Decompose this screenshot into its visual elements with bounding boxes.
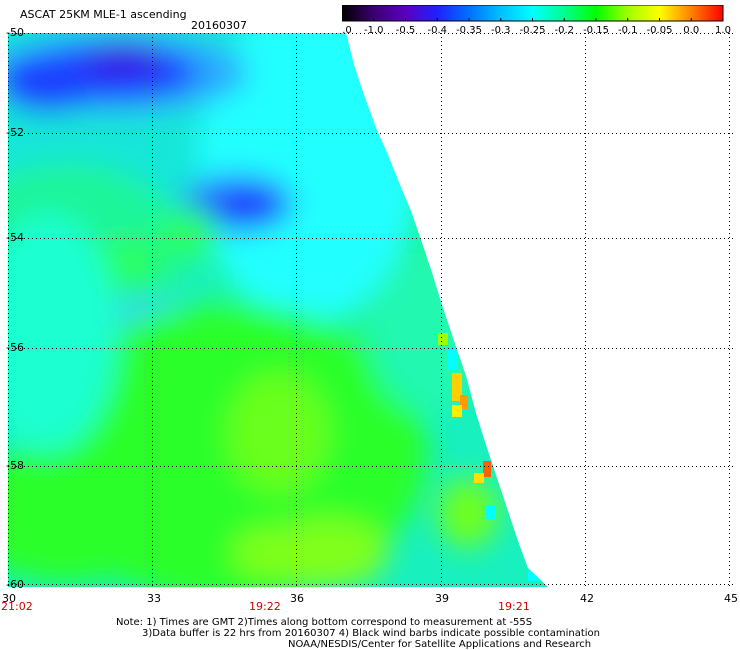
- colorbar-tick-label: -0.25: [520, 25, 546, 35]
- note-line-1: Note: 1) Times are GMT 2)Times along bot…: [116, 617, 533, 628]
- note-line-2: 3)Data buffer is 22 hrs from 20160307 4)…: [142, 628, 600, 639]
- x-tick-label: 45: [724, 592, 738, 605]
- y-tick-label: -54: [6, 231, 24, 244]
- colorbar-tick-label: -3.0: [342, 25, 352, 35]
- plot-date: 20160307: [191, 19, 247, 32]
- colorbar-tick-label: -0.2: [554, 25, 574, 35]
- x-tick-label: 42: [580, 592, 594, 605]
- colorbar-tick-label: -0.1: [618, 25, 638, 35]
- time-label-right: 19:21: [498, 600, 530, 613]
- x-tick-label: 36: [290, 592, 304, 605]
- colorbar-tick-label: -0.15: [583, 25, 609, 35]
- y-tick-label: -56: [6, 341, 24, 354]
- colorbar-tick-label: -1.0: [364, 25, 384, 35]
- colorbar-tick-label: -0.3: [491, 25, 511, 35]
- swath-field: [8, 33, 548, 587]
- colorbar-tick-label: -0.05: [647, 25, 673, 35]
- time-label-mid: 19:22: [249, 600, 281, 613]
- y-tick-label: -50: [6, 26, 24, 39]
- y-tick-label: -52: [6, 126, 24, 139]
- note-line-3: NOAA/NESDIS/Center for Satellite Applica…: [288, 639, 592, 650]
- y-tick-label: -58: [6, 459, 24, 472]
- colorbar-tick-label: 1.0: [715, 25, 731, 35]
- colorbar: -3.0-1.0-0.5-0.4-0.35-0.3-0.25-0.2-0.15-…: [332, 4, 732, 39]
- x-tick-label: 39: [435, 592, 449, 605]
- map-plot: [8, 33, 734, 587]
- colorbar-tick-label: 0.0: [683, 25, 699, 35]
- x-tick-label: 33: [147, 592, 161, 605]
- x-tick-label: 30: [2, 592, 16, 605]
- colorbar-tick-label: -0.4: [427, 25, 447, 35]
- time-label-left: 21:02: [1, 600, 33, 613]
- colorbar-tick-label: -0.35: [456, 25, 482, 35]
- plot-title: ASCAT 25KM MLE-1 ascending: [20, 8, 187, 21]
- y-tick-label: -60: [6, 578, 24, 591]
- colorbar-tick-label: -0.5: [396, 25, 416, 35]
